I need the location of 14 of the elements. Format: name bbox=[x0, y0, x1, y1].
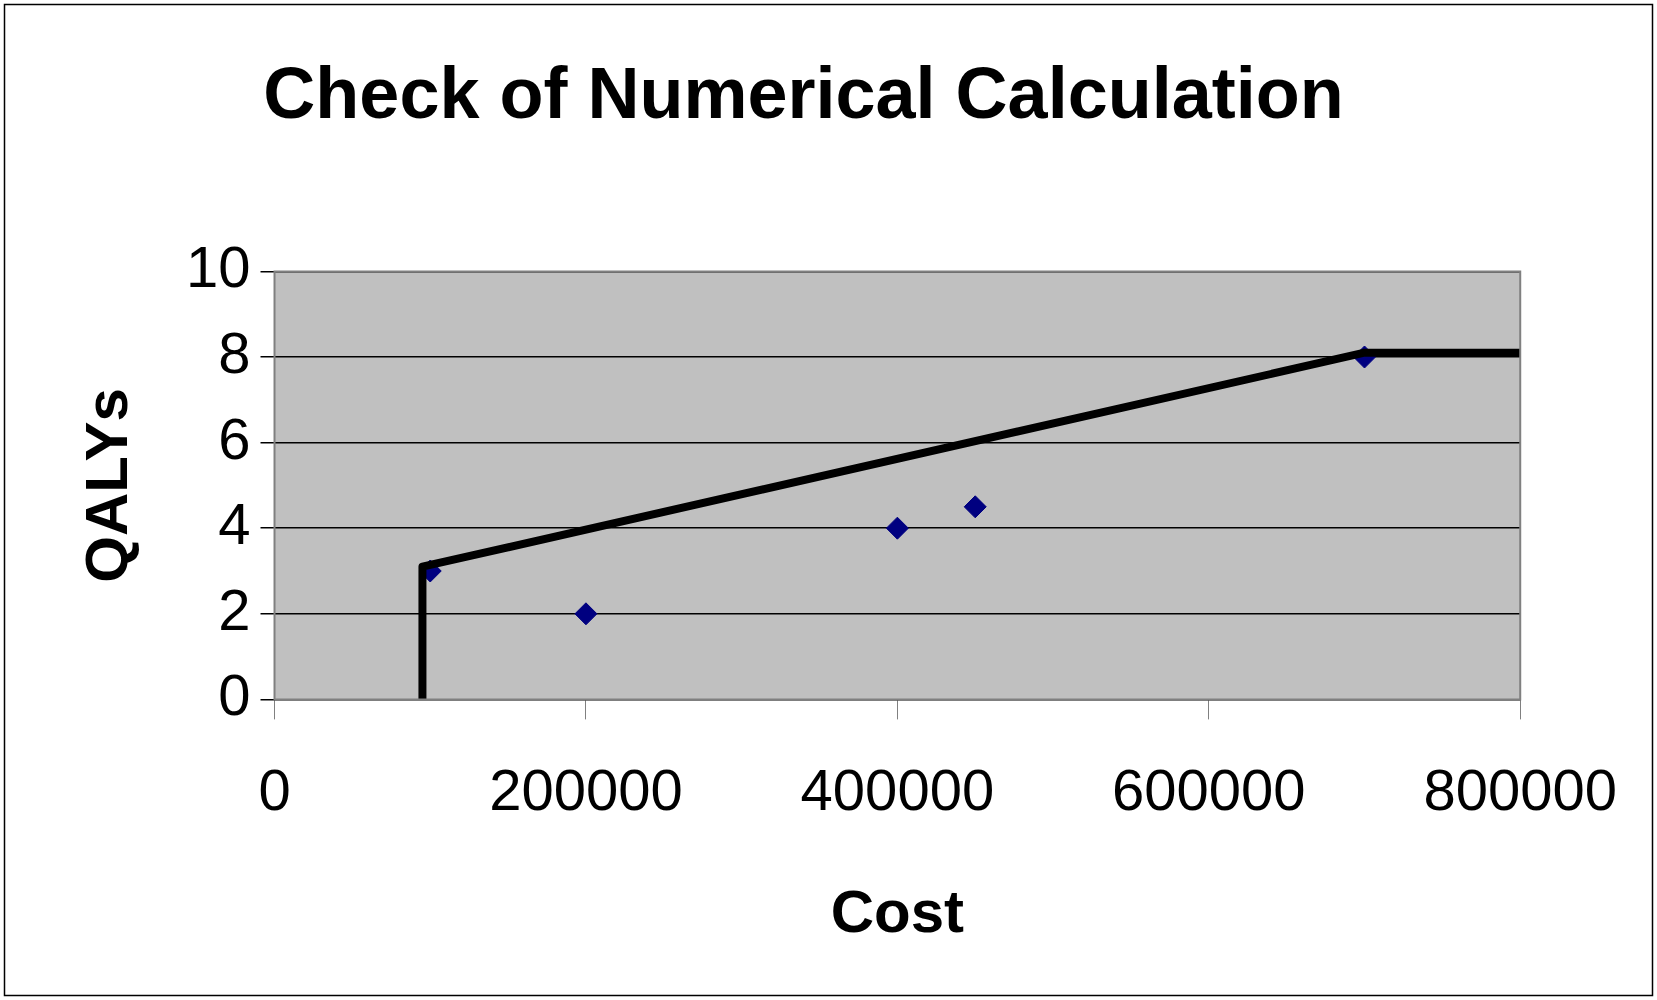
x-axis-title: Cost bbox=[830, 877, 965, 945]
y-tick-label: 6 bbox=[218, 405, 251, 471]
x-tick-label: 400000 bbox=[800, 757, 995, 823]
chart-title: Check of Numerical Calculation bbox=[263, 53, 1344, 134]
y-tick-label: 2 bbox=[218, 576, 251, 642]
x-tick-label: 200000 bbox=[489, 757, 683, 823]
x-tick-label: 600000 bbox=[1112, 757, 1306, 823]
y-tick-label: 10 bbox=[186, 234, 251, 300]
x-tick-label: 0 bbox=[258, 757, 291, 823]
x-tick-label: 800000 bbox=[1423, 757, 1617, 823]
y-tick-label: 4 bbox=[218, 491, 251, 557]
y-axis-title: QALYs bbox=[72, 388, 140, 583]
y-tick-label: 8 bbox=[218, 320, 251, 385]
y-tick-label: 0 bbox=[218, 662, 251, 728]
